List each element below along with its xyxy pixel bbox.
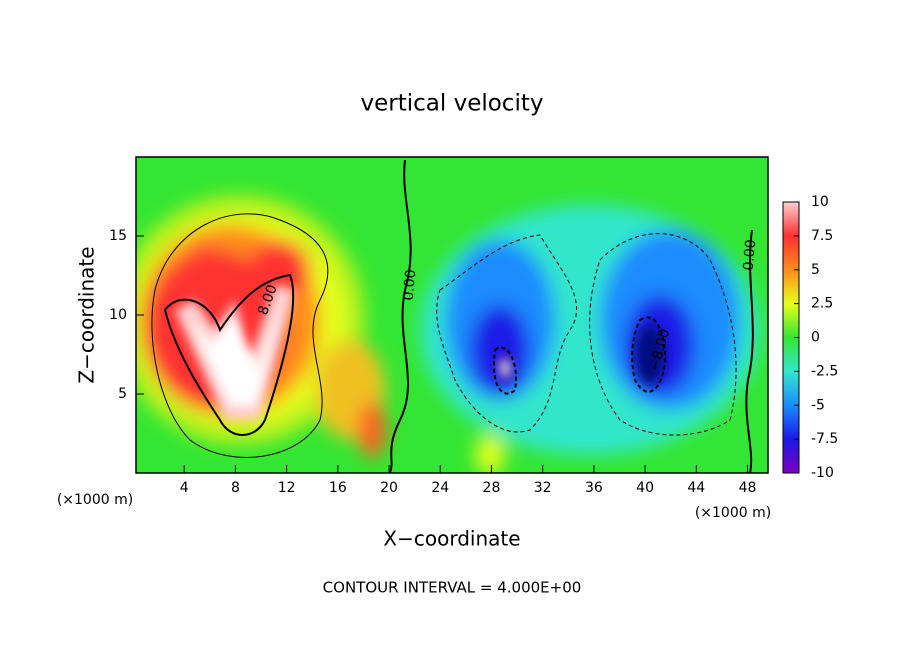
x-tick-label: 40 bbox=[636, 480, 654, 496]
x-tick-label: 8 bbox=[231, 480, 240, 496]
colorbar-tick-label: 5 bbox=[811, 262, 820, 278]
y-tick-label: 5 bbox=[118, 386, 127, 402]
x-tick-label: 4 bbox=[180, 480, 189, 496]
x-tick-label: 48 bbox=[739, 480, 757, 496]
contour-label: 0.00 bbox=[401, 269, 420, 301]
x-unit-right: (×1000 m) bbox=[695, 505, 771, 521]
x-tick-label: 20 bbox=[380, 480, 398, 496]
colorbar-tick-label: -5 bbox=[811, 397, 825, 413]
x-tick-label: 44 bbox=[687, 480, 705, 496]
colorbar-tick-label: -2.5 bbox=[811, 363, 838, 379]
x-tick-label: 24 bbox=[431, 480, 449, 496]
x-tick-label: 36 bbox=[585, 480, 603, 496]
x-unit: (×1000 m) bbox=[57, 492, 133, 508]
x-tick-label: 12 bbox=[278, 480, 296, 496]
x-tick-label: 28 bbox=[483, 480, 501, 496]
chart-title: vertical velocity bbox=[361, 91, 544, 117]
colorbar-tick-label: -7.5 bbox=[811, 431, 838, 447]
x-tick-label: 32 bbox=[534, 480, 552, 496]
y-tick-label: 15 bbox=[109, 228, 127, 244]
y-tick-label: 10 bbox=[109, 307, 127, 323]
colorbar-tick-label: 0 bbox=[811, 330, 820, 346]
colorbar-tick-label: 7.5 bbox=[811, 228, 833, 244]
y-axis-label: Z−coordinate bbox=[75, 246, 99, 383]
field bbox=[136, 157, 768, 473]
x-tick-label: 16 bbox=[329, 480, 347, 496]
contour-label: 0.00 bbox=[741, 239, 760, 271]
footer: CONTOUR INTERVAL = 4.000E+00 bbox=[323, 579, 582, 597]
x-axis-label: X−coordinate bbox=[383, 527, 520, 551]
colorbar-tick-label: 10 bbox=[811, 194, 829, 210]
colorbar-tick-label: 2.5 bbox=[811, 296, 833, 312]
colorbar-tick-label: -10 bbox=[811, 465, 834, 481]
